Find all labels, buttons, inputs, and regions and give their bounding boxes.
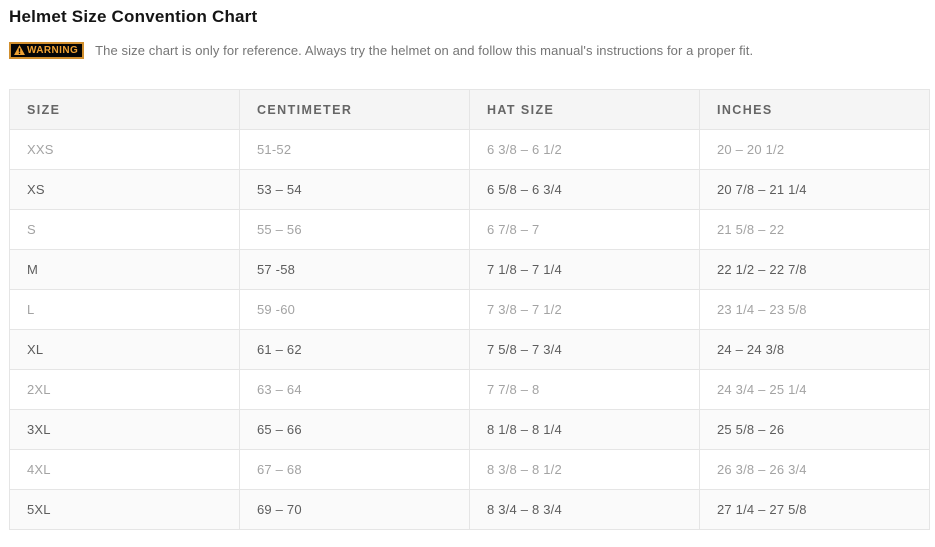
column-header-size: SIZE xyxy=(9,89,240,130)
table-cell-inches: 20 7/8 – 21 1/4 xyxy=(699,169,930,210)
table-cell-hat_size: 7 3/8 – 7 1/2 xyxy=(469,289,700,330)
table-cell-size: XXS xyxy=(9,129,240,170)
warning-badge-label: WARNING xyxy=(27,44,79,56)
table-cell-centimeter: 59 -60 xyxy=(239,289,470,330)
table-row-l: L 59 -60 7 3/8 – 7 1/2 23 1/4 – 23 5/8 xyxy=(9,289,930,330)
table-cell-centimeter: 53 – 54 xyxy=(239,169,470,210)
table-cell-hat_size: 7 7/8 – 8 xyxy=(469,369,700,410)
table-cell-hat_size: 7 1/8 – 7 1/4 xyxy=(469,249,700,290)
table-cell-centimeter: 63 – 64 xyxy=(239,369,470,410)
table-cell-size: 5XL xyxy=(9,489,240,530)
warning-badge: WARNING xyxy=(9,41,85,59)
table-cell-hat_size: 6 7/8 – 7 xyxy=(469,209,700,250)
table-row-2xl: 2XL 63 – 64 7 7/8 – 8 24 3/4 – 25 1/4 xyxy=(9,369,930,410)
table-row-5xl: 5XL 69 – 70 8 3/4 – 8 3/4 27 1/4 – 27 5/8 xyxy=(9,489,930,530)
warning-row: WARNING The size chart is only for refer… xyxy=(9,40,930,60)
table-row-4xl: 4XL 67 – 68 8 3/8 – 8 1/2 26 3/8 – 26 3/4 xyxy=(9,449,930,490)
table-cell-centimeter: 67 – 68 xyxy=(239,449,470,490)
table-cell-inches: 20 – 20 1/2 xyxy=(699,129,930,170)
table-cell-size: L xyxy=(9,289,240,330)
table-cell-hat_size: 8 3/8 – 8 1/2 xyxy=(469,449,700,490)
table-cell-inches: 21 5/8 – 22 xyxy=(699,209,930,250)
table-cell-inches: 23 1/4 – 23 5/8 xyxy=(699,289,930,330)
table-cell-inches: 27 1/4 – 27 5/8 xyxy=(699,489,930,530)
size-chart-table-header: SIZE CENTIMETER HAT SIZE INCHES xyxy=(9,89,930,130)
table-cell-hat_size: 8 1/8 – 8 1/4 xyxy=(469,409,700,450)
table-cell-centimeter: 65 – 66 xyxy=(239,409,470,450)
table-cell-size: 4XL xyxy=(9,449,240,490)
table-cell-inches: 26 3/8 – 26 3/4 xyxy=(699,449,930,490)
table-cell-inches: 22 1/2 – 22 7/8 xyxy=(699,249,930,290)
table-row-xs: XS 53 – 54 6 5/8 – 6 3/4 20 7/8 – 21 1/4 xyxy=(9,169,930,210)
warning-triangle-icon xyxy=(14,45,25,55)
table-cell-size: XL xyxy=(9,329,240,370)
page-title: Helmet Size Convention Chart xyxy=(9,7,258,26)
table-row-xxs: XXS 51-52 6 3/8 – 6 1/2 20 – 20 1/2 xyxy=(9,129,930,170)
table-cell-hat_size: 6 5/8 – 6 3/4 xyxy=(469,169,700,210)
table-cell-centimeter: 51-52 xyxy=(239,129,470,170)
table-cell-hat_size: 7 5/8 – 7 3/4 xyxy=(469,329,700,370)
table-cell-size: M xyxy=(9,249,240,290)
warning-note-text: The size chart is only for reference. Al… xyxy=(95,42,754,58)
table-cell-hat_size: 8 3/4 – 8 3/4 xyxy=(469,489,700,530)
table-cell-inches: 24 – 24 3/8 xyxy=(699,329,930,370)
table-cell-size: XS xyxy=(9,169,240,210)
table-cell-centimeter: 55 – 56 xyxy=(239,209,470,250)
table-cell-inches: 24 3/4 – 25 1/4 xyxy=(699,369,930,410)
size-chart-table-body: XXS 51-52 6 3/8 – 6 1/2 20 – 20 1/2 XS 53 – 5… xyxy=(9,129,930,530)
table-header-row: SIZE CENTIMETER HAT SIZE INCHES xyxy=(9,89,930,130)
size-chart-table: SIZE CENTIMETER HAT SIZE INCHES XXS 51-52 6 3… xyxy=(9,89,930,530)
table-cell-inches: 25 5/8 – 26 xyxy=(699,409,930,450)
table-cell-centimeter: 57 -58 xyxy=(239,249,470,290)
table-row-3xl: 3XL 65 – 66 8 1/8 – 8 1/4 25 5/8 – 26 xyxy=(9,409,930,450)
table-cell-size: 2XL xyxy=(9,369,240,410)
table-cell-size: S xyxy=(9,209,240,250)
table-row-xl: XL 61 – 62 7 5/8 – 7 3/4 24 – 24 3/8 xyxy=(9,329,930,370)
table-cell-size: 3XL xyxy=(9,409,240,450)
table-row-m: M 57 -58 7 1/8 – 7 1/4 22 1/2 – 22 7/8 xyxy=(9,249,930,290)
table-cell-centimeter: 61 – 62 xyxy=(239,329,470,370)
table-cell-centimeter: 69 – 70 xyxy=(239,489,470,530)
column-header-hat_size: HAT SIZE xyxy=(469,89,700,130)
table-row-s: S 55 – 56 6 7/8 – 7 21 5/8 – 22 xyxy=(9,209,930,250)
table-cell-hat_size: 6 3/8 – 6 1/2 xyxy=(469,129,700,170)
column-header-inches: INCHES xyxy=(699,89,930,130)
column-header-centimeter: CENTIMETER xyxy=(239,89,470,130)
